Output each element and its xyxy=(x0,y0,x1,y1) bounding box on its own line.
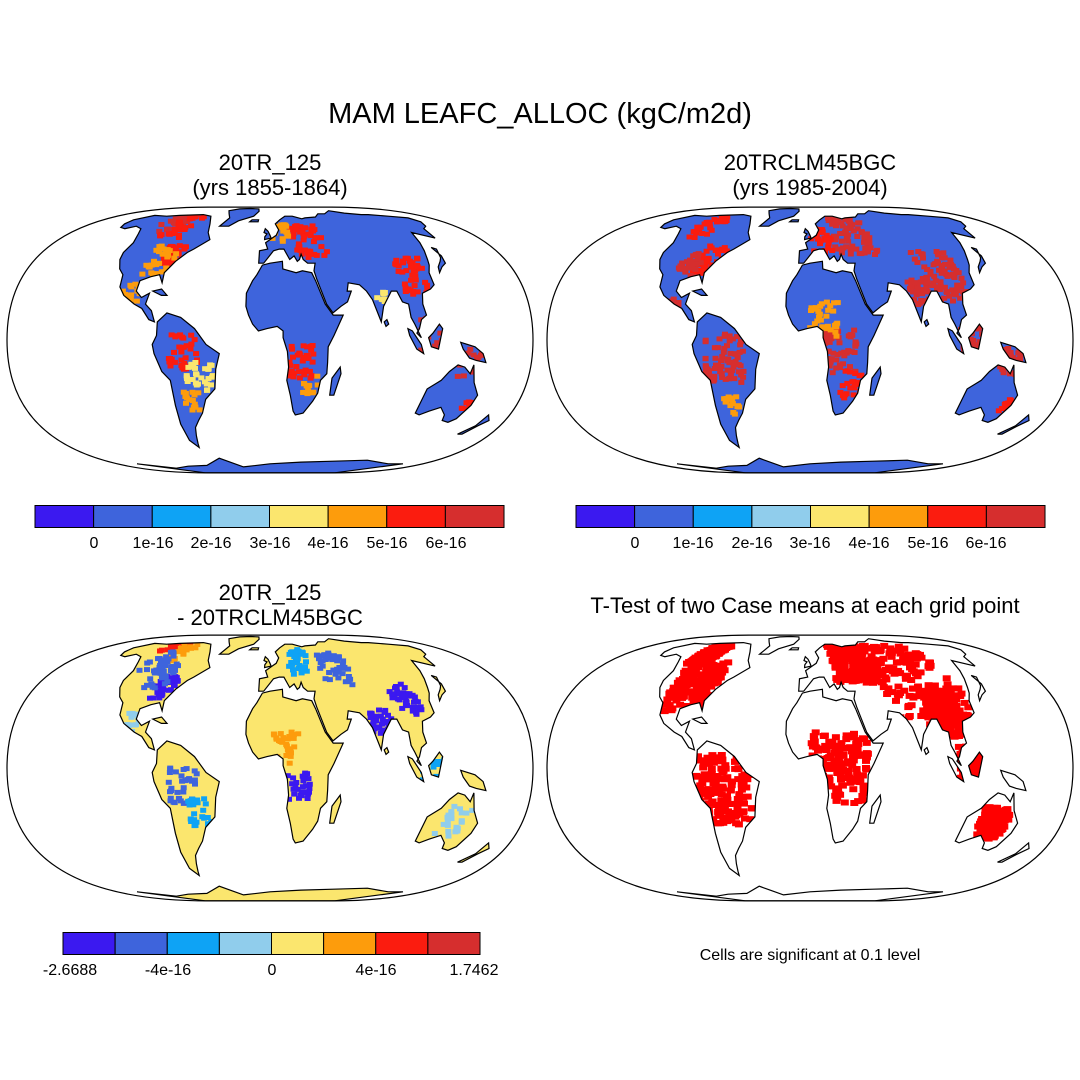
colorbar1-label: 2e-16 xyxy=(190,535,232,552)
colorbar-swatch xyxy=(985,505,1046,528)
colorbar1-label: 4e-16 xyxy=(307,535,349,552)
colorbar-panel-1 xyxy=(34,505,505,528)
colorbar-swatch xyxy=(34,505,95,528)
landmass-africa xyxy=(245,689,344,843)
map-panel-3 xyxy=(6,634,534,902)
colorbar3-label: 0 xyxy=(267,962,277,979)
colorbar2-label: 1e-16 xyxy=(672,535,714,552)
landmass-new-guinea xyxy=(460,770,486,791)
colorbar3-label: 4e-16 xyxy=(355,962,397,979)
landmass-south-america xyxy=(152,740,220,876)
colorbar-swatch xyxy=(692,505,753,528)
colorbar1-label: 3e-16 xyxy=(249,535,291,552)
landmass-greenland xyxy=(219,636,260,655)
colorbar2-label: 2e-16 xyxy=(731,535,773,552)
colorbar-swatch xyxy=(375,932,429,955)
colorbar-swatch xyxy=(386,505,446,528)
colorbar2-label: 4e-16 xyxy=(848,535,890,552)
colorbar3-label: -4e-16 xyxy=(144,962,192,979)
colorbar-swatch xyxy=(868,505,929,528)
colorbar-swatch xyxy=(271,932,325,955)
coastlines xyxy=(119,635,490,902)
colorbar-swatch xyxy=(810,505,870,528)
landmass-eurasia xyxy=(258,210,436,338)
landmass-sumatra xyxy=(947,328,964,354)
colorbar2-label: 5e-16 xyxy=(907,535,949,552)
landmass-greenland xyxy=(759,208,800,227)
colorbar-panel-3 xyxy=(62,932,481,955)
colorbar-swatch xyxy=(62,932,116,955)
landmass-antarctica xyxy=(137,886,403,901)
figure-title: MAM LEAFC_ALLOC (kgC/m2d) xyxy=(328,98,752,130)
map-boundary xyxy=(546,634,1074,902)
landmass-sumatra xyxy=(407,756,424,782)
colorbar-swatch xyxy=(575,505,636,528)
landmass-new-guinea xyxy=(1000,770,1026,791)
colorbar-swatch xyxy=(151,505,212,528)
colorbar3-label: -2.6688 xyxy=(42,962,98,979)
landmass-greenland xyxy=(219,208,260,227)
coastlines xyxy=(659,207,1030,474)
landmass-greenland xyxy=(759,636,800,655)
colorbar2-label: 0 xyxy=(630,535,640,552)
colorbar1-label: 1e-16 xyxy=(132,535,174,552)
panel3-title: 20TR_125- 20TRCLM45BGC xyxy=(177,580,363,630)
map-panel-4 xyxy=(546,634,1074,902)
colorbar-swatch xyxy=(93,505,153,528)
map-panel-1 xyxy=(6,206,534,474)
colorbar3-label: 1.7462 xyxy=(449,962,499,979)
landmass-madagascar xyxy=(869,367,881,396)
colorbar-swatch xyxy=(927,505,987,528)
colorbar-swatch xyxy=(634,505,694,528)
landmass-antarctica xyxy=(677,886,943,901)
significance-note: Cells are significant at 0.1 level xyxy=(699,947,921,964)
colorbar-swatch xyxy=(323,932,377,955)
colorbar-swatch xyxy=(218,932,273,955)
colorbar-swatch xyxy=(444,505,505,528)
map-boundary xyxy=(6,634,534,902)
colorbar2-label: 3e-16 xyxy=(789,535,831,552)
map-boundary xyxy=(546,206,1074,474)
colorbar1-label: 6e-16 xyxy=(425,535,467,552)
panel1-title: 20TR_125 (yrs 1855-1864) xyxy=(192,150,348,200)
colorbar-panel-2 xyxy=(575,505,1046,528)
panel4-title: T-Test of two Case means at each grid po… xyxy=(590,593,1020,618)
colorbar-swatch xyxy=(210,505,271,528)
colorbar-swatch xyxy=(427,932,481,955)
landmass-madagascar xyxy=(869,795,881,824)
colorbar2-label: 6e-16 xyxy=(965,535,1007,552)
coastlines xyxy=(119,207,490,474)
colorbar1-label: 0 xyxy=(89,535,99,552)
colorbar-swatch xyxy=(114,932,168,955)
colorbar-swatch xyxy=(269,505,329,528)
map-panel-2 xyxy=(546,206,1074,474)
panel2-title: 20TRCLM45BGC (yrs 1985-2004) xyxy=(723,150,897,200)
colorbar-swatch xyxy=(751,505,812,528)
map-boundary xyxy=(6,206,534,474)
landmass-antarctica xyxy=(677,458,943,473)
landmass-madagascar xyxy=(329,367,341,396)
colorbar-swatch xyxy=(327,505,388,528)
landmass-antarctica xyxy=(137,458,403,473)
colorbar1-label: 5e-16 xyxy=(366,535,408,552)
colorbar-swatch xyxy=(166,932,220,955)
data-field xyxy=(119,210,485,413)
landmass-madagascar xyxy=(329,795,341,824)
coastlines xyxy=(659,635,1030,902)
landmass-sumatra xyxy=(407,328,424,354)
